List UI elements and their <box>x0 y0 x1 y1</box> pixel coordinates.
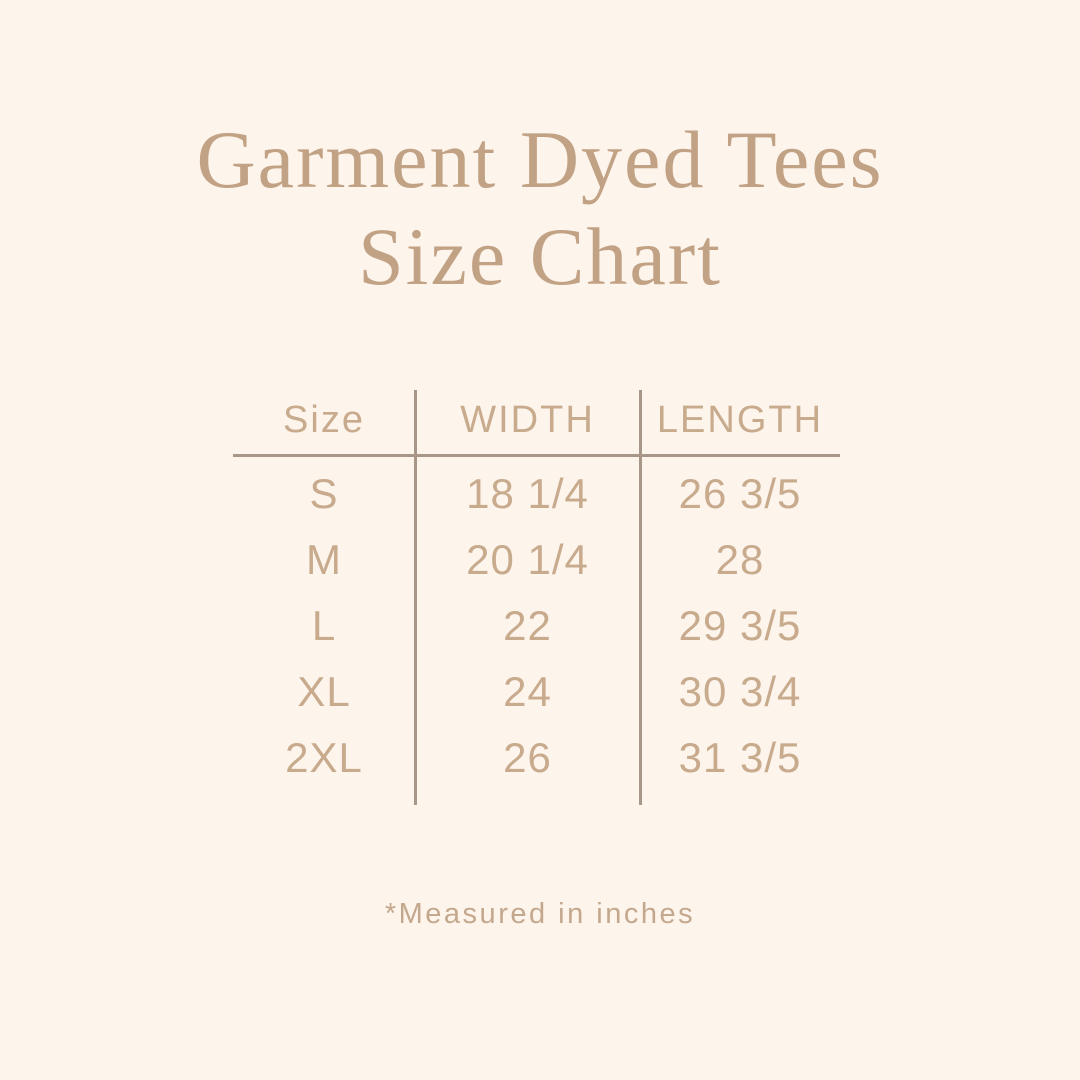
header-rule <box>233 454 840 457</box>
length-value: 28 <box>715 536 765 583</box>
size-table-header: Size WIDTH LENGTH <box>233 385 840 455</box>
title-line-2: Size Chart <box>358 210 722 302</box>
measurement-note: *Measured in inches <box>384 898 696 930</box>
table-row: L 22 29 3/5 <box>233 593 840 659</box>
width-value: 18 1/4 <box>466 470 589 517</box>
table-row: 2XL 26 31 3/5 <box>233 725 840 791</box>
size-table: Size WIDTH LENGTH S 18 1/4 26 3/5 M 20 1… <box>233 385 840 805</box>
length-value: 26 3/5 <box>678 470 802 517</box>
size-label: L <box>311 602 337 649</box>
length-value: 30 3/4 <box>678 668 802 715</box>
length-value: 31 3/5 <box>678 734 802 781</box>
size-label: XL <box>297 668 351 715</box>
header-length: LENGTH <box>656 398 824 441</box>
page-title: Garment Dyed Tees Size Chart <box>0 112 1080 306</box>
header-row: Size WIDTH LENGTH <box>233 385 840 455</box>
width-value: 22 <box>503 602 552 649</box>
width-value: 24 <box>503 668 552 715</box>
header-width: WIDTH <box>460 398 595 441</box>
size-label: M <box>306 536 342 583</box>
table-row: S 18 1/4 26 3/5 <box>233 461 840 527</box>
table-row: XL 24 30 3/4 <box>233 659 840 725</box>
size-label: S <box>309 470 339 517</box>
header-size: Size <box>283 398 365 441</box>
width-value: 20 1/4 <box>466 536 589 583</box>
size-label: 2XL <box>285 734 363 781</box>
title-line-1: Garment Dyed Tees <box>196 114 884 205</box>
size-table-body: S 18 1/4 26 3/5 M 20 1/4 28 L 22 29 3/5 … <box>233 455 840 791</box>
column-divider-1 <box>414 390 417 805</box>
width-value: 26 <box>503 734 552 781</box>
column-divider-2 <box>639 390 642 805</box>
length-value: 29 3/5 <box>678 602 802 649</box>
table-row: M 20 1/4 28 <box>233 527 840 593</box>
